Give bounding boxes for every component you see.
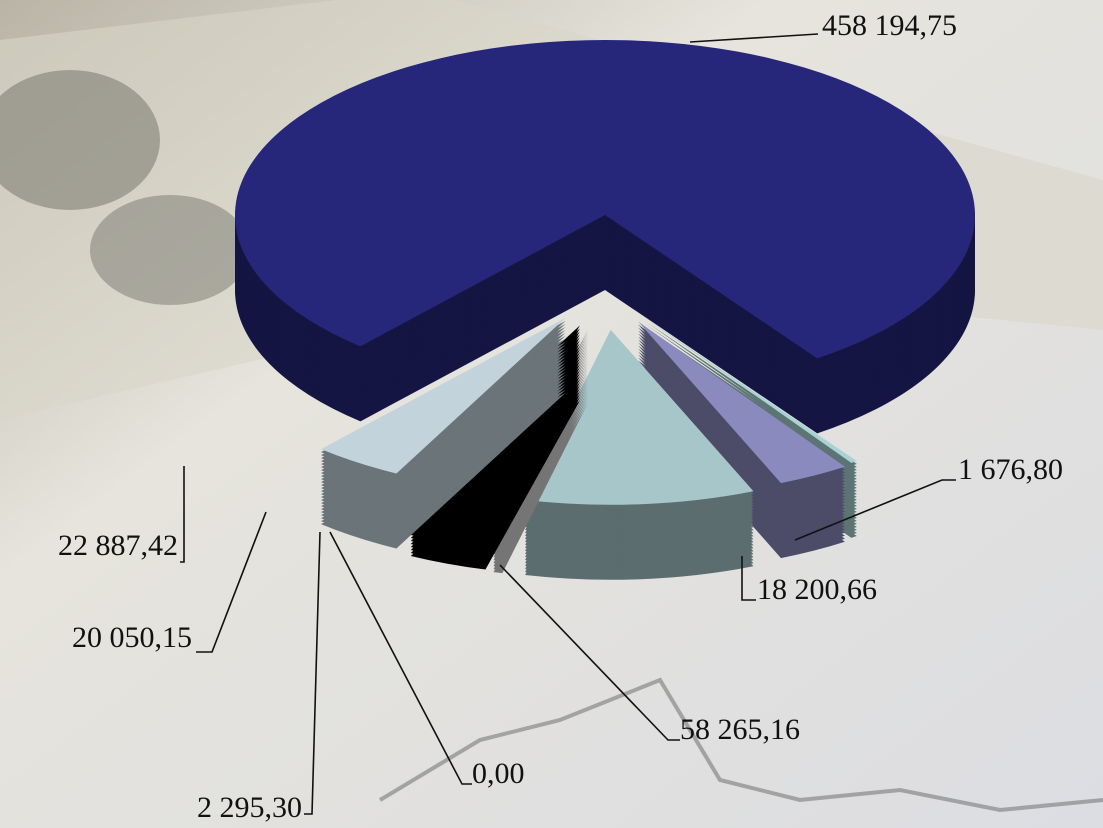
banknote-print (90, 195, 250, 305)
data-label: 0,00 (472, 757, 525, 790)
data-label: 58 265,16 (680, 713, 800, 746)
page: 458 194,75 1 676,80 18 200,66 58 265,16 0,00… (0, 0, 1103, 828)
chart: 458 194,75 1 676,80 18 200,66 58 265,16 0,00… (0, 0, 1103, 828)
data-label: 18 200,66 (757, 573, 877, 606)
data-label: 22 887,42 (58, 529, 178, 562)
data-label: 1 676,80 (958, 453, 1063, 486)
data-label: 20 050,15 (72, 621, 192, 654)
data-label: 2 295,30 (197, 791, 302, 824)
data-label: 458 194,75 (822, 9, 957, 42)
